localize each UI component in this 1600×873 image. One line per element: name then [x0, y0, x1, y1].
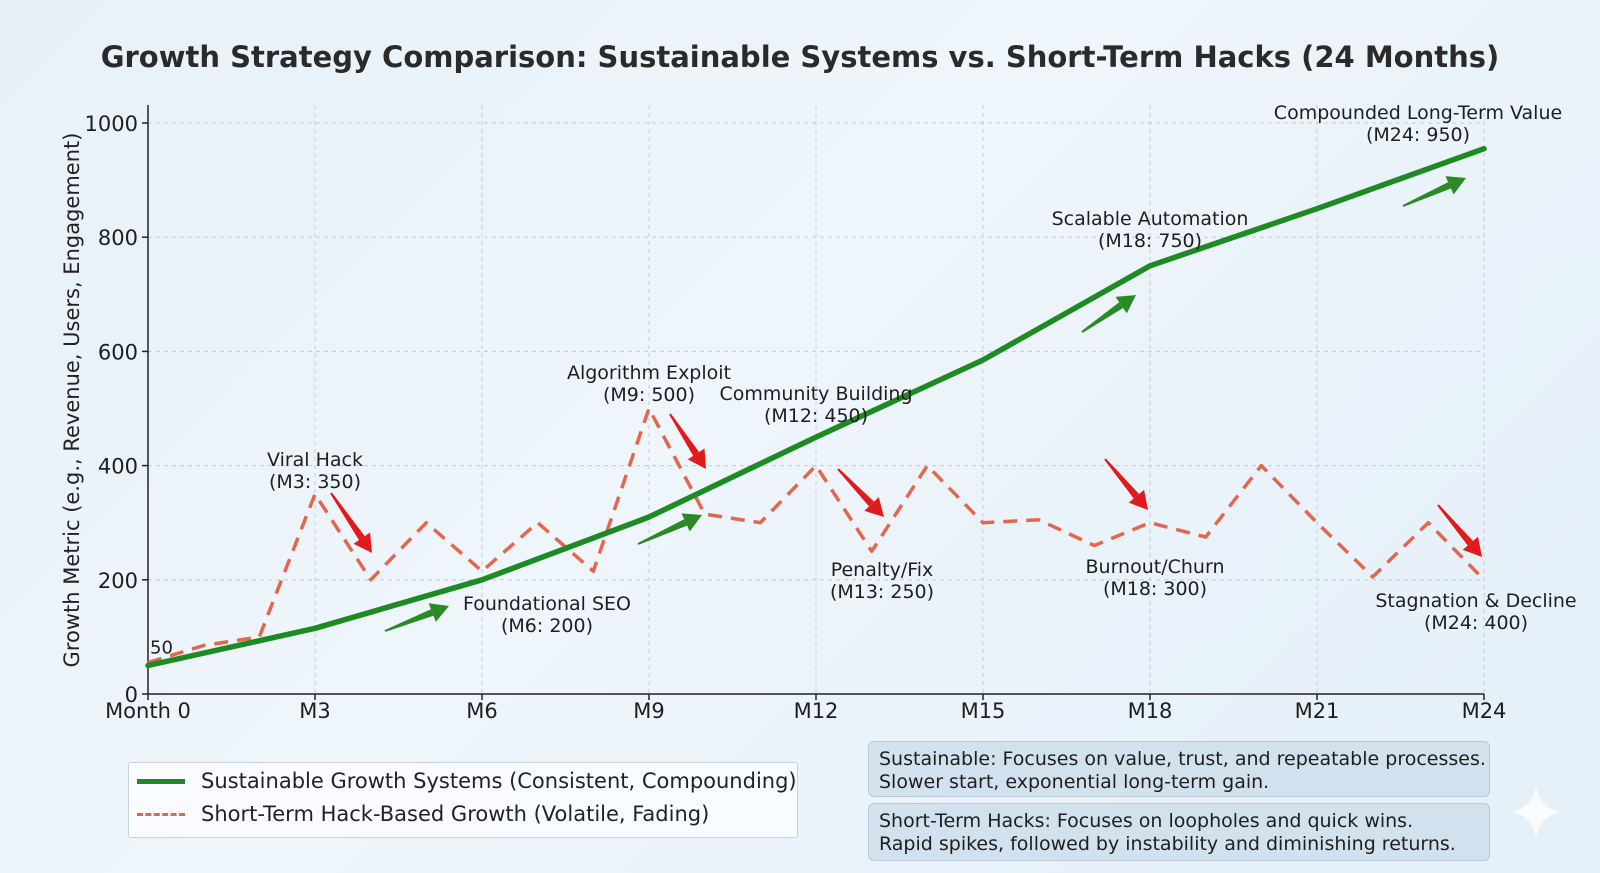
annotation-arrows — [330, 176, 1482, 632]
annotation-value: (M3: 350) — [269, 471, 361, 493]
legend-label-hack: Short-Term Hack-Based Growth (Volatile, … — [201, 802, 710, 826]
decline-arrow — [330, 492, 372, 553]
growth-arrow — [384, 603, 449, 632]
decline-arrow — [669, 413, 706, 469]
legend-label-sustainable: Sustainable Growth Systems (Consistent, … — [201, 769, 797, 793]
sustainable-growth-line — [145, 145, 1487, 669]
x-tick-label: M18 — [1128, 699, 1173, 723]
x-tick-label: M9 — [633, 699, 664, 723]
arrow-shaft — [837, 468, 875, 507]
annotation-value: (M24: 400) — [1424, 612, 1528, 634]
x-tick-label: M3 — [299, 699, 330, 723]
arrow-head — [1115, 295, 1136, 314]
arrow-head — [864, 497, 884, 517]
arrow-head — [1462, 536, 1482, 557]
annotations: 50 Viral Hack(M3: 350) Foundational SEO(M6… — [150, 102, 1577, 838]
note-hacks: Short-Term Hacks: Focuses on loopholes a… — [868, 803, 1490, 861]
axes: 0 200 400 600 800 1000 Month 0 M3 M6 M9 M12 M15 M18 M… — [85, 105, 1507, 723]
y-tick-label: 200 — [98, 569, 138, 593]
grid-lines — [148, 105, 1485, 694]
annotation-value: (M12: 450) — [764, 405, 868, 427]
growth-arrow — [637, 513, 702, 545]
arrow-shaft — [1437, 504, 1474, 546]
legend-item-sustainable: Sustainable Growth Systems (Consistent, … — [137, 766, 797, 796]
x-tick-label: M6 — [466, 699, 497, 723]
arrow-shaft — [1104, 458, 1140, 499]
annotation-value: (M9: 500) — [603, 384, 695, 406]
x-tick-label: M21 — [1295, 699, 1340, 723]
annotation-label: Penalty/Fix — [831, 559, 934, 581]
arrow-head — [681, 513, 702, 532]
note-hacks-line2: Rapid spikes, followed by instability an… — [879, 833, 1456, 855]
y-tick-label: 0 — [125, 683, 138, 707]
x-tick-label: M12 — [794, 699, 839, 723]
decline-arrow — [1437, 504, 1482, 557]
sparkle-icon — [1512, 786, 1560, 838]
decline-arrow — [837, 468, 884, 517]
legend-item-hack: Short-Term Hack-Based Growth (Volatile, … — [137, 799, 709, 829]
annotation-label: Algorithm Exploit — [567, 362, 731, 384]
note-sustainable-line1: Sustainable: Focuses on value, trust, an… — [879, 748, 1486, 770]
annotation-value: (M6: 200) — [501, 615, 593, 637]
growth-arrow — [1081, 295, 1136, 333]
y-tick-label: 400 — [98, 455, 138, 479]
note-sustainable: Sustainable: Focuses on value, trust, an… — [868, 741, 1490, 797]
annotation-label: Foundational SEO — [463, 593, 631, 615]
annotation-value: (M24: 950) — [1366, 124, 1470, 146]
chart-legend: Sustainable Growth Systems (Consistent, … — [128, 762, 798, 838]
annotation-label: Scalable Automation — [1052, 208, 1249, 230]
arrow-shaft — [1081, 302, 1124, 333]
hack-growth-line — [147, 406, 1486, 665]
annotation-label: Compounded Long-Term Value — [1274, 102, 1562, 124]
legend-swatch-dashed-line — [137, 812, 185, 816]
arrow-head — [687, 448, 706, 469]
growth-arrow — [1402, 176, 1466, 207]
arrow-shaft — [669, 413, 700, 456]
annotation-value: (M18: 300) — [1103, 578, 1207, 600]
y-tick-label: 800 — [98, 226, 138, 250]
note-sustainable-line2: Slower start, exponential long-term gain… — [879, 771, 1270, 793]
x-tick-label: Month 0 — [105, 699, 191, 723]
y-tick-label: 600 — [98, 340, 138, 364]
x-tick-label: M24 — [1462, 699, 1507, 723]
annotation-label: Burnout/Churn — [1086, 556, 1225, 578]
series-lines — [145, 145, 1487, 669]
legend-swatch-solid-line — [137, 778, 185, 784]
arrow-head — [353, 532, 372, 553]
annotation-label: Stagnation & Decline — [1375, 590, 1576, 612]
arrow-head — [1445, 176, 1466, 195]
y-axis-label: Growth Metric (e.g., Revenue, Users, Eng… — [60, 133, 84, 668]
decline-arrow — [1104, 458, 1148, 510]
arrow-shaft — [1402, 182, 1451, 207]
arrow-head — [1128, 489, 1148, 510]
arrow-shaft — [637, 519, 688, 545]
x-tick-label: M15 — [961, 699, 1006, 723]
chart-title: Growth Strategy Comparison: Sustainable … — [101, 40, 1500, 74]
arrow-head — [428, 603, 449, 622]
note-hacks-line1: Short-Term Hacks: Focuses on loopholes a… — [879, 810, 1414, 832]
y-tick-label: 1000 — [85, 112, 138, 136]
arrow-shaft — [330, 492, 365, 541]
annotation-label: Viral Hack — [267, 449, 363, 471]
annotation-value: (M13: 250) — [830, 581, 934, 603]
start-value-label: 50 — [150, 637, 173, 658]
arrow-shaft — [384, 609, 434, 632]
annotation-value: (M18: 750) — [1098, 230, 1202, 252]
annotation-label: Community Building — [719, 383, 912, 405]
